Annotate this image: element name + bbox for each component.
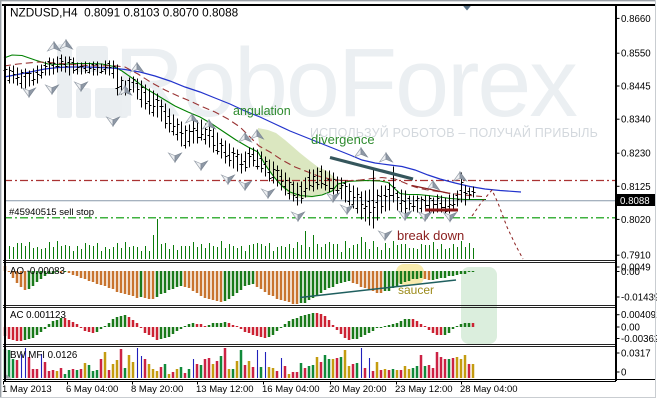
svg-text:AO -0.00083: AO -0.00083 bbox=[10, 266, 65, 277]
svg-text:0.00: 0.00 bbox=[621, 323, 640, 334]
svg-text:0: 0 bbox=[621, 368, 627, 379]
svg-text:0.8230: 0.8230 bbox=[621, 149, 651, 160]
svg-text:0.8445: 0.8445 bbox=[621, 82, 651, 93]
svg-text:16 May 04:00: 16 May 04:00 bbox=[262, 384, 320, 395]
svg-text:angulation: angulation bbox=[233, 104, 291, 118]
svg-text:divergence: divergence bbox=[311, 132, 375, 147]
svg-text:#45940515 sell stop: #45940515 sell stop bbox=[9, 207, 94, 218]
svg-text:ИСПОЛЬЗУЙ РОБОТОВ – ПОЛУЧАЙ ПР: ИСПОЛЬЗУЙ РОБОТОВ – ПОЛУЧАЙ ПРИБЫЛЬ bbox=[310, 125, 598, 140]
svg-text:13 May 12:00: 13 May 12:00 bbox=[196, 384, 254, 395]
svg-text:-0.00362: -0.00362 bbox=[621, 334, 657, 345]
svg-text:break down: break down bbox=[397, 228, 464, 243]
svg-text:23 May 12:00: 23 May 12:00 bbox=[395, 384, 453, 395]
svg-text:20 May 20:00: 20 May 20:00 bbox=[329, 384, 387, 395]
svg-text:saucer: saucer bbox=[398, 283, 434, 297]
svg-text:AC 0.001123: AC 0.001123 bbox=[10, 310, 66, 321]
svg-text:0.00: 0.00 bbox=[621, 267, 640, 278]
svg-text:8 May 20:00: 8 May 20:00 bbox=[131, 384, 183, 395]
svg-text:0.8340: 0.8340 bbox=[621, 115, 651, 126]
svg-text:RoboForex: RoboForex bbox=[114, 28, 577, 137]
svg-text:0.8088: 0.8088 bbox=[620, 196, 650, 207]
svg-text:0.8660: 0.8660 bbox=[621, 14, 651, 25]
svg-text:0.8125: 0.8125 bbox=[621, 182, 651, 193]
svg-text:-0.01439: -0.01439 bbox=[621, 293, 657, 304]
svg-text:0.004091: 0.004091 bbox=[621, 310, 657, 321]
svg-text:BW MFI 0.0126: BW MFI 0.0126 bbox=[10, 350, 77, 361]
svg-text:6 May 04:00: 6 May 04:00 bbox=[66, 384, 118, 395]
svg-text:28 May 04:00: 28 May 04:00 bbox=[460, 384, 518, 395]
svg-text:NZDUSD,H4 0.8091 0.8103 0.807: NZDUSD,H4 0.8091 0.8103 0.8070 0.8088 bbox=[10, 6, 239, 20]
svg-text:0.8550: 0.8550 bbox=[621, 49, 651, 60]
svg-text:0.7910: 0.7910 bbox=[621, 251, 651, 262]
svg-text:1 May 2013: 1 May 2013 bbox=[2, 384, 52, 395]
svg-text:0.0049: 0.0049 bbox=[621, 263, 651, 274]
svg-text:0.0317: 0.0317 bbox=[621, 349, 651, 360]
svg-text:0.8020: 0.8020 bbox=[621, 215, 651, 226]
